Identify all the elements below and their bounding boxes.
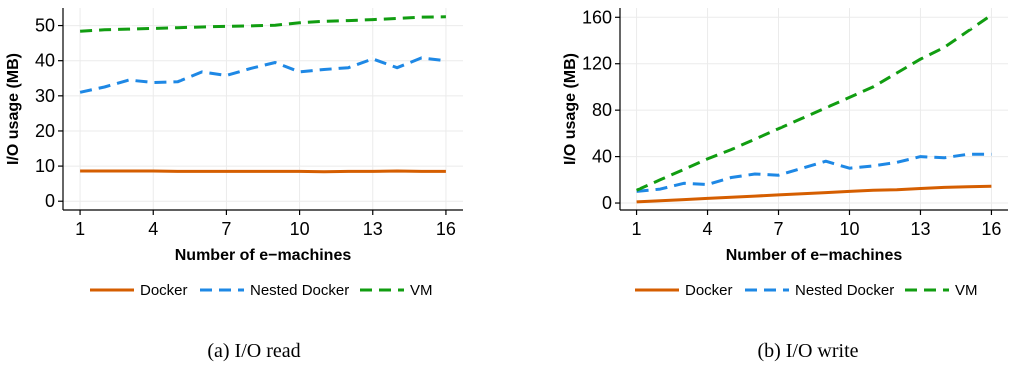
x-axis-title: Number of e−machines [175,247,352,264]
chart-io-write: (b) I/O write 0 40 80 120 160 1 4 7 10 13 16 Number… [562,7,1008,362]
x-tick-label: 10 [290,219,310,239]
y-tick-label: 40 [592,147,612,167]
x-tick-label: 7 [221,219,231,239]
x-tick-label: 16 [436,219,456,239]
series-line-docker [80,169,446,174]
chart-io-read: (a) I/O read 0 10 20 30 40 50 1 4 7 10 13 16 Number … [5,8,463,362]
series-line-nested-docker [79,56,447,94]
y-tick-label: 40 [35,51,55,71]
x-tick-label: 4 [148,219,158,239]
legend-label-docker: Docker [685,282,733,299]
legend-label-nested-docker: Nested Docker [795,282,894,299]
y-tick-label: 160 [582,7,612,27]
legend-label-vm: VM [955,282,978,299]
legend-label-nested-docker: Nested Docker [250,282,349,299]
legend-label-vm: VM [410,282,433,299]
series-line-docker [636,184,992,204]
x-tick-label: 16 [981,219,1001,239]
y-tick-label: 30 [35,86,55,106]
y-axis-title: I/O usage (MB) [5,53,22,165]
x-tick-label: 13 [363,219,383,239]
y-tick-label: 20 [35,121,55,141]
caption-io-read: (a) I/O read [207,340,300,362]
y-tick-label: 0 [602,193,612,213]
legend-label-docker: Docker [140,282,188,299]
series-line-vm [80,15,446,33]
caption-io-write: (b) I/O write [757,340,858,362]
y-tick-label: 120 [582,54,612,74]
x-tick-label: 10 [839,219,859,239]
legend: Docker Nested Docker VM [90,282,433,299]
y-axis-title: I/O usage (MB) [562,53,579,165]
legend: Docker Nested Docker VM [635,282,978,299]
y-tick-label: 80 [592,100,612,120]
x-tick-label: 1 [632,219,642,239]
x-tick-label: 7 [774,219,784,239]
x-axis-title: Number of e−machines [726,247,903,264]
y-tick-label: 50 [35,16,55,36]
x-tick-label: 13 [910,219,930,239]
x-tick-label: 1 [75,219,85,239]
y-tick-label: 10 [35,156,55,176]
series-line-nested-docker [636,152,992,193]
x-tick-label: 4 [703,219,713,239]
series-line-vm [635,13,993,192]
y-tick-label: 0 [45,191,55,211]
